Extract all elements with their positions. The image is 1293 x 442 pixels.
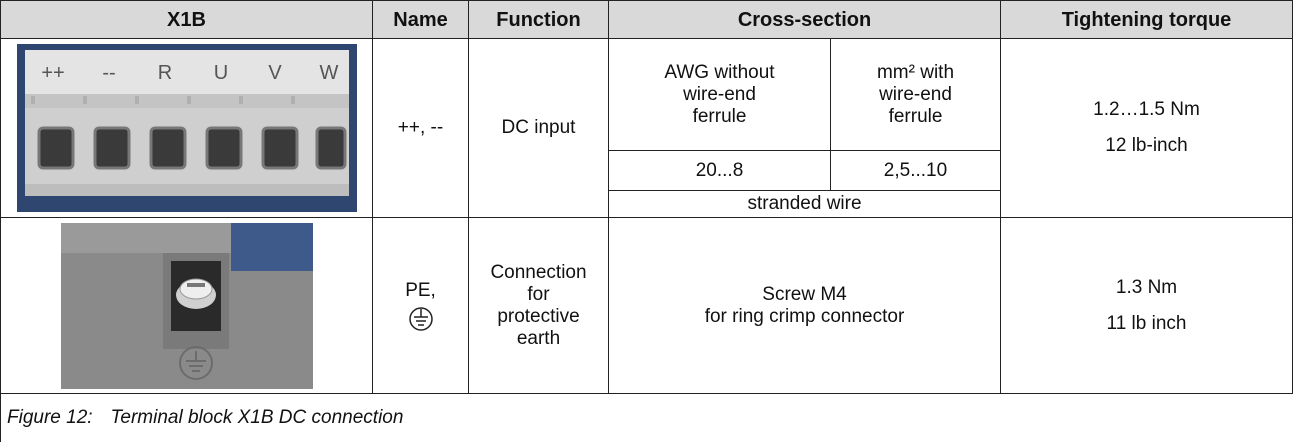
sub-header-cell: AWG without wire-end ferrule <box>608 38 830 150</box>
text-line: Screw M4 <box>762 283 847 305</box>
note-text: stranded wire <box>747 193 862 214</box>
text-line: 1.3 Nm <box>1115 276 1178 298</box>
function-cell: Connection for protective earth <box>468 217 608 393</box>
pe-terminal-image <box>60 222 313 389</box>
text-line: ferrule <box>888 105 943 127</box>
header-cell: Function <box>468 0 608 38</box>
text-line: mm² with <box>876 61 955 83</box>
name-cell: PE, <box>372 217 468 393</box>
header-cell: Name <box>372 0 468 38</box>
caption-text: Terminal block X1B DC connection <box>110 407 404 428</box>
header-cell: Tightening torque <box>1000 0 1293 38</box>
terminal-label: -- <box>102 62 115 84</box>
value-cell: 2,5...10 <box>830 150 1000 190</box>
image-cell: ++ -- R U V W <box>0 38 372 217</box>
note-cell: stranded wire <box>608 190 1000 217</box>
header-text: Tightening torque <box>1061 8 1232 31</box>
value-text: 2,5...10 <box>883 159 948 181</box>
function-cell: DC input <box>468 38 608 217</box>
terminal-label: ++ <box>41 62 64 84</box>
text-line: ferrule <box>692 105 747 127</box>
header-text: Name <box>393 8 448 31</box>
text-line: 11 lb inch <box>1106 312 1187 334</box>
header-text: X1B <box>167 8 206 31</box>
terminal-label: R <box>157 62 171 84</box>
cross-section-cell: Screw M4 for ring crimp connector <box>608 217 1000 393</box>
torque-cell: 1.2…1.5 Nm 12 lb-inch <box>1000 38 1293 217</box>
terminal-label: W <box>319 62 338 84</box>
text-line: AWG without <box>664 61 775 83</box>
terminal-label: U <box>213 62 227 84</box>
name-text: ++, -- <box>397 117 444 138</box>
image-cell <box>0 217 372 393</box>
caption: Figure 12: Terminal block X1B DC connecti… <box>0 393 1293 442</box>
value-text: 20...8 <box>695 159 744 181</box>
text-line: 1.2…1.5 Nm <box>1093 99 1200 120</box>
caption-label: Figure 12: <box>7 407 93 428</box>
text-line: for <box>527 283 550 305</box>
text-line: earth <box>516 327 561 349</box>
name-cell: ++, -- <box>372 38 468 217</box>
text-line: 12 lb-inch <box>1105 135 1188 156</box>
torque-cell: 1.3 Nm 11 lb inch <box>1000 217 1293 393</box>
terminal-block-image: ++ -- R U V W <box>16 44 357 212</box>
text-line: protective <box>497 305 580 327</box>
earth-symbol <box>408 306 433 331</box>
header-text: Function <box>496 8 581 31</box>
text-line: wire-end <box>879 83 952 105</box>
name-text: PE, <box>405 279 436 301</box>
header-text: Cross-section <box>737 8 872 31</box>
text-line: Connection <box>490 261 587 283</box>
header-cell: Cross-section <box>608 0 1000 38</box>
terminal-label: V <box>268 62 282 84</box>
header-cell: X1B <box>0 0 372 38</box>
text-line: wire-end <box>683 83 756 105</box>
text-line: for ring crimp connector <box>704 305 905 327</box>
sub-header-cell: mm² with wire-end ferrule <box>830 38 1000 150</box>
value-cell: 20...8 <box>608 150 830 190</box>
function-text: DC input <box>501 117 576 138</box>
